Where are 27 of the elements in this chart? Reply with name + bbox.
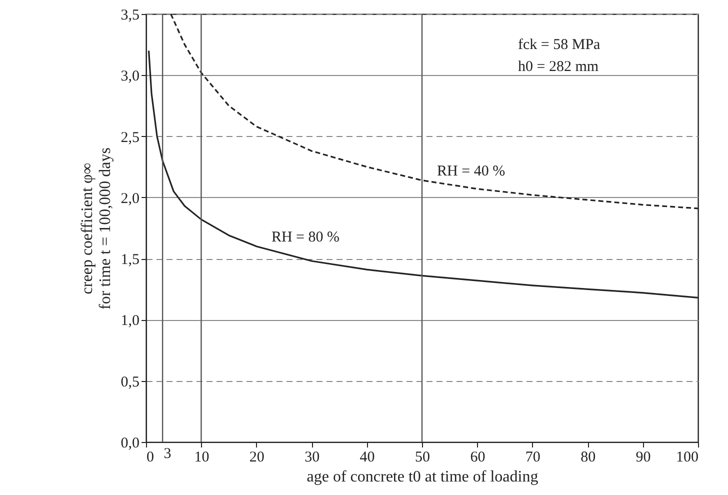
x-tick-label: 80: [580, 450, 596, 466]
y-tick-label: 1,0: [120, 313, 140, 330]
y-tick-label: 3,0: [120, 68, 140, 85]
x-tick-label: 0: [146, 450, 154, 466]
x-tick-label: 30: [304, 450, 320, 466]
y-tick-label: 0,0: [120, 436, 140, 452]
annotation: h0 = 282 mm: [518, 59, 599, 75]
text: creep coefficient φ∞: [78, 162, 96, 294]
x-axis-title: age of concrete t0 at time of loading: [306, 468, 538, 486]
y-tick-label: 0,5: [120, 374, 140, 390]
y-tick-label: 2,5: [120, 130, 140, 146]
ref-line-label: 3: [164, 446, 172, 462]
x-tick-label: 100: [676, 450, 698, 466]
annotation: fck = 58 MPa: [518, 37, 601, 53]
x-tick-label: 70: [525, 450, 540, 466]
x-tick-label: 90: [636, 450, 651, 466]
x-tick-label: 20: [249, 450, 264, 466]
x-tick-label: 60: [470, 450, 486, 466]
x-tick-label: 10: [194, 450, 210, 466]
text: for time t = 100,000 days: [96, 148, 114, 310]
y-tick-label: 1,5: [120, 252, 140, 268]
y-tick-label: 3,5: [120, 8, 140, 24]
y-tick-label: 2,0: [120, 190, 140, 207]
annotation: RH = 80 %: [271, 229, 340, 246]
x-tick-label: 40: [360, 450, 375, 466]
annotation: RH = 40 %: [437, 163, 506, 180]
x-tick-label: 50: [415, 450, 430, 466]
